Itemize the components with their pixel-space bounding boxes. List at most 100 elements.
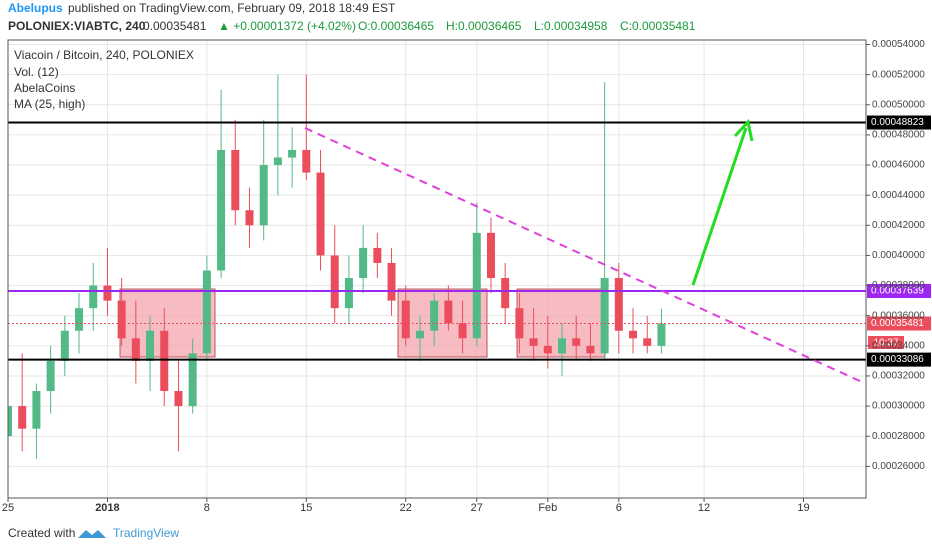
candle-body <box>359 247 368 279</box>
candle-body <box>572 338 581 346</box>
open: O:0.00036465 <box>358 19 434 33</box>
candle-body <box>529 338 538 346</box>
candle-body <box>259 165 268 226</box>
y-tick-label: 0.00036000 <box>872 310 925 321</box>
x-tick-label: 27 <box>471 502 483 514</box>
level-box <box>867 316 931 331</box>
x-tick-label: 12 <box>698 502 710 514</box>
footer-brand[interactable]: TradingView <box>113 526 179 540</box>
y-tick-label: 0.00042000 <box>872 220 925 231</box>
level-label: 0.00035481 <box>871 318 924 329</box>
candle-body <box>273 157 282 166</box>
tv-logo <box>78 530 106 538</box>
candle-body <box>8 406 12 437</box>
zone <box>397 288 488 358</box>
candle-body <box>501 278 510 309</box>
candle-body <box>146 330 155 361</box>
published: published on TradingView.com, February 0… <box>68 1 396 15</box>
candle-body <box>60 330 69 361</box>
arrow-head <box>733 118 754 142</box>
low: L:0.00034958 <box>534 19 608 33</box>
y-tick-label: 0.00038000 <box>872 280 925 291</box>
candle-body <box>217 149 226 271</box>
footer-created: Created with <box>8 526 75 540</box>
y-tick-label: 0.00026000 <box>872 461 925 472</box>
candle-body <box>387 262 396 301</box>
candle-body <box>245 210 254 226</box>
y-tick-label: 0.00030000 <box>872 401 925 412</box>
last: 0.00035481 <box>143 19 207 33</box>
y-tick-label: 0.00034000 <box>872 340 925 351</box>
x-tick-label: Feb <box>538 502 557 514</box>
x-tick-label: 8 <box>204 502 210 514</box>
x-tick-label: 15 <box>300 502 312 514</box>
candle-body <box>188 353 197 407</box>
arrow <box>691 127 748 286</box>
plot-frame <box>7 39 867 499</box>
candle-body <box>117 300 126 339</box>
candle-body <box>600 278 609 354</box>
candle-body <box>444 300 453 324</box>
candle-body <box>202 270 211 354</box>
y-tick-label: 0.00048000 <box>872 130 925 141</box>
level-box <box>867 352 931 367</box>
y-tick-label: 0.00032000 <box>872 371 925 382</box>
candle-body <box>486 232 495 279</box>
high: H:0.00036465 <box>446 19 522 33</box>
candle-body <box>344 278 353 309</box>
x-tick-label: 2018 <box>95 502 119 514</box>
candle-body <box>174 391 183 407</box>
legend-indicator: AbelaCoins <box>14 81 75 95</box>
candle-body <box>316 172 325 256</box>
level-label: 0.00048823 <box>871 117 924 128</box>
legend-volume: Vol. (12) <box>14 65 59 79</box>
candle-body <box>373 247 382 263</box>
level-box <box>867 284 931 299</box>
candle-body <box>330 255 339 309</box>
candle-body <box>558 338 567 354</box>
candle-body <box>415 330 424 339</box>
x-tick-label: 6 <box>616 502 622 514</box>
candle-body <box>89 285 98 309</box>
candle-body <box>614 278 623 331</box>
candle-body <box>458 323 467 339</box>
candle-body <box>515 308 524 339</box>
y-tick-label: 0.00050000 <box>872 99 925 110</box>
candle-body <box>401 300 410 339</box>
candle-body <box>75 308 84 331</box>
level-label: 0.00037639 <box>871 286 924 297</box>
candle-body <box>643 338 652 346</box>
x-tick-label: 19 <box>797 502 809 514</box>
candle-body <box>657 323 666 346</box>
candle-body <box>288 149 297 158</box>
legend-ma: MA (25, high) <box>14 97 85 111</box>
candle-body <box>18 406 27 429</box>
candle-body <box>160 330 169 392</box>
y-tick-label: 0.00052000 <box>872 69 925 80</box>
x-tick-label: 25 <box>2 502 14 514</box>
symbol: POLONIEX:VIABTC, 240 <box>8 19 146 33</box>
y-tick-label: 0.00046000 <box>872 160 925 171</box>
candle-body <box>586 345 595 354</box>
candle-body <box>543 345 552 354</box>
x-tick-label: 22 <box>400 502 412 514</box>
candle-body <box>46 360 55 392</box>
level-box <box>867 115 931 130</box>
countdown-box <box>868 336 904 349</box>
candle-body <box>629 330 638 339</box>
y-tick-label: 0.00054000 <box>872 39 925 50</box>
candle-body <box>430 300 439 331</box>
y-tick-label: 0.00040000 <box>872 250 925 261</box>
candle-body <box>302 149 311 173</box>
candle-body <box>131 338 140 361</box>
author[interactable]: Abelupus <box>8 1 63 15</box>
level-label: 0.00033086 <box>871 354 924 365</box>
candle-body <box>472 232 481 339</box>
candle-body <box>231 149 240 211</box>
y-tick-label: 0.00044000 <box>872 190 925 201</box>
legend-symbol: Viacoin / Bitcoin, 240, POLONIEX <box>14 48 194 62</box>
trend-line <box>304 127 863 383</box>
countdown: 10:37 <box>873 338 898 349</box>
